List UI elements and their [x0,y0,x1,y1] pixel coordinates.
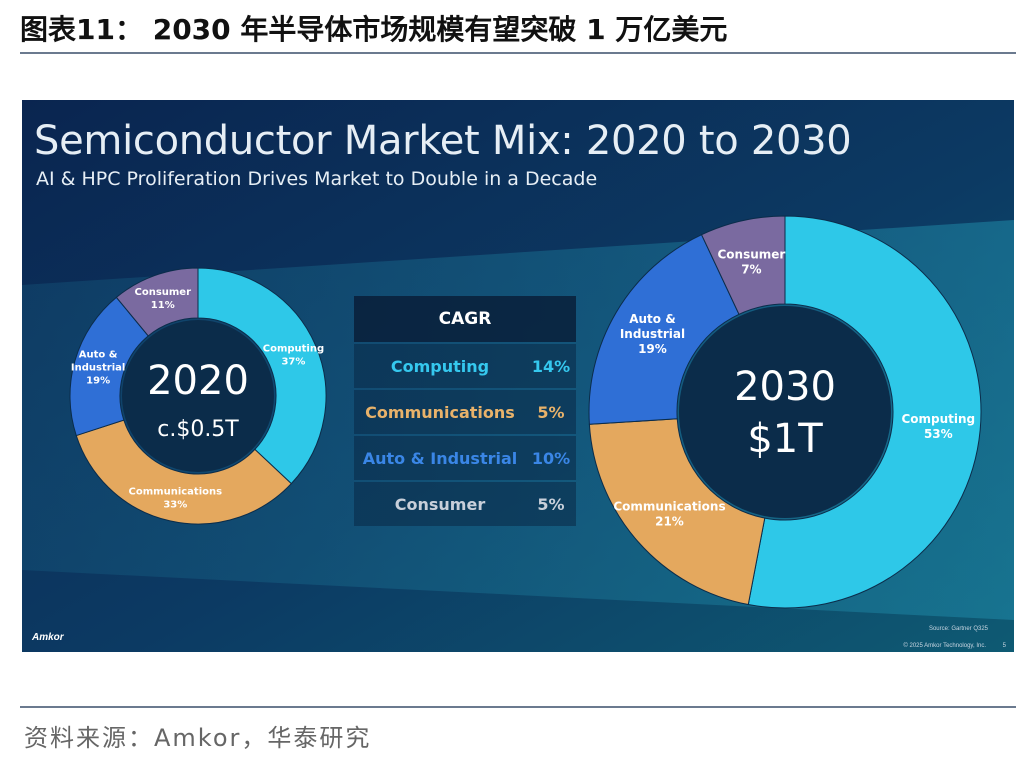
slide-page-number: 5 [1002,643,1006,649]
slide-copyright: © 2025 Amkor Technology, Inc. [903,643,986,649]
slice-category-label: Industrial [620,327,685,341]
donut-slice [700,215,786,315]
slice-category-label: Consumer [717,247,785,261]
slice-category-label: Auto & [629,312,675,326]
cagr-segment-label: Consumer [394,494,486,514]
slice-value-label: 37% [281,357,305,368]
slice-category-label: Computing [263,344,324,355]
donut-center-size: c.$0.5T [157,417,239,442]
cagr-row: Computing 14% [354,344,576,388]
cagr-row: Auto & Industrial 10% [354,436,576,480]
donut-center-size: $1T [747,416,823,462]
slice-value-label: 19% [638,342,667,356]
cagr-table: CAGR Computing 14% Communications 5% Auto & … [354,296,576,526]
figure-source: 资料来源：Amkor，华泰研究 [24,724,372,752]
donut-center-year: 2030 [734,364,836,410]
slide-subtitle: AI & HPC Proliferation Drives Market to … [36,168,598,190]
cagr-segment-label: Auto & Industrial [362,448,518,468]
donut-chart-2020: Computing 37% Communications 33% Auto & Indus… [69,267,327,525]
slide-title: Semiconductor Market Mix: 2020 to 2030 [34,118,852,164]
donut-slice [588,418,766,606]
donut-slice [588,233,740,425]
slice-value-label: 53% [924,427,953,441]
cagr-row: Consumer 5% [354,482,576,526]
bottom-divider [20,706,1016,708]
figure-title: 图表11： 2030 年半导体市场规模有望突破 1 万亿美元 [20,13,728,46]
slice-value-label: 11% [151,300,175,311]
slide-source-note: Source: Gartner Q325 [928,626,988,632]
cagr-value: 5% [537,402,565,422]
donut-slice [115,267,199,337]
cagr-header: CAGR [354,296,576,342]
slice-category-label: Communications [613,500,725,514]
slice-value-label: 33% [163,499,187,510]
donut-center [679,306,891,518]
cagr-segment-label: Communications [365,402,515,422]
donut-slice [75,419,293,525]
cagr-value: 5% [537,494,565,514]
cagr-value: 10% [531,448,571,468]
slice-category-label: Computing [901,412,975,426]
cagr-segment-label: Computing [390,356,490,376]
top-divider [20,52,1016,54]
cagr-row: Communications 5% [354,390,576,434]
donut-slice [747,215,982,609]
donut-slice [197,267,327,485]
amkor-logo: Amkor [32,632,64,643]
slice-value-label: 21% [655,515,684,529]
cagr-value: 14% [531,356,571,376]
slice-category-label: Industrial [71,362,125,373]
donut-center-year: 2020 [147,358,249,404]
slice-value-label: 7% [741,262,761,276]
slice-category-label: Auto & [79,349,118,360]
slide: Computing 37% Communications 33% Auto & Indus… [22,100,1014,652]
slice-category-label: Consumer [134,287,191,298]
slice-value-label: 19% [86,375,110,386]
donut-center [122,320,274,472]
slice-category-label: Communications [129,486,223,497]
